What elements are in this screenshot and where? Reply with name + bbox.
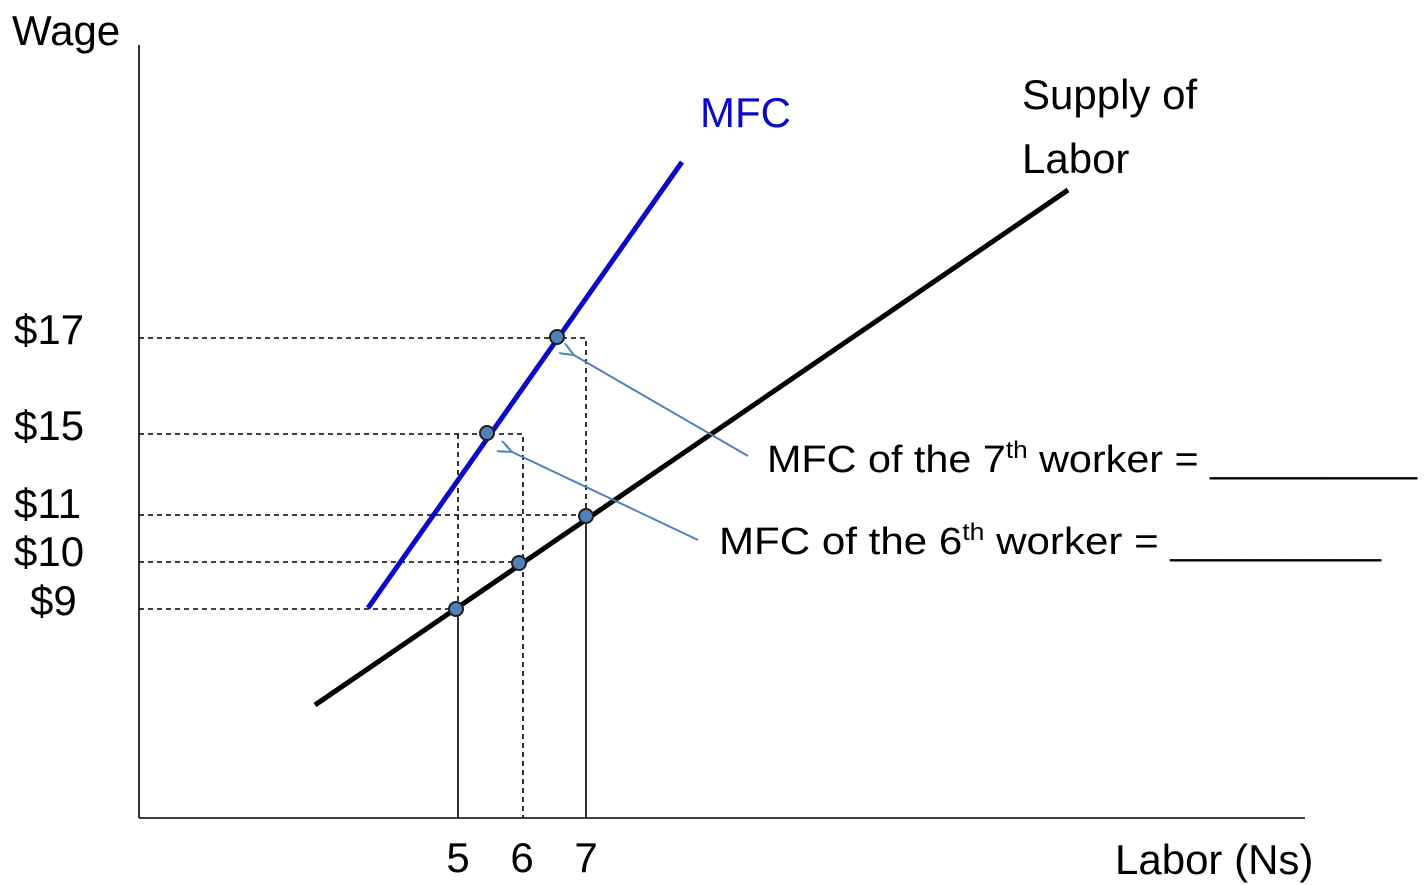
y-axis-label: Wage	[12, 7, 120, 54]
annotation-sup: th	[962, 519, 984, 546]
arrow	[510, 451, 699, 541]
point	[549, 329, 565, 345]
mfc-curve	[365, 160, 685, 610]
y-tick-label: $15	[14, 402, 84, 449]
annotation-text: MFC of the 7	[767, 439, 1006, 481]
y-tick-label: $11	[14, 480, 81, 527]
x-axis-label: Labor (Ns)	[1115, 836, 1313, 883]
arrow	[572, 354, 749, 457]
point	[448, 601, 464, 617]
mfc-label: MFC	[700, 89, 791, 136]
annotation-sup: th	[1006, 437, 1028, 464]
annotation-text: worker = _________	[984, 521, 1382, 563]
annotation-text: worker = _________	[1028, 439, 1418, 481]
x-tick-label: 6	[510, 834, 533, 881]
x-tick-label: 7	[574, 834, 597, 881]
guide-line	[139, 337, 587, 516]
guide-line	[457, 516, 587, 818]
y-tick-label: $9	[30, 577, 77, 624]
supply-label: Labor	[1022, 135, 1129, 182]
y-tick-label: $10	[14, 528, 84, 575]
y-tick-label: $17	[14, 306, 84, 353]
guide-line	[139, 433, 524, 818]
x-tick-label: 5	[446, 834, 469, 881]
supply-curve	[313, 187, 1070, 708]
point	[578, 508, 594, 524]
annotation-text: MFC of the 6	[719, 521, 962, 563]
supply-label: Supply of	[1022, 71, 1197, 118]
point	[511, 555, 527, 571]
point	[479, 425, 495, 441]
